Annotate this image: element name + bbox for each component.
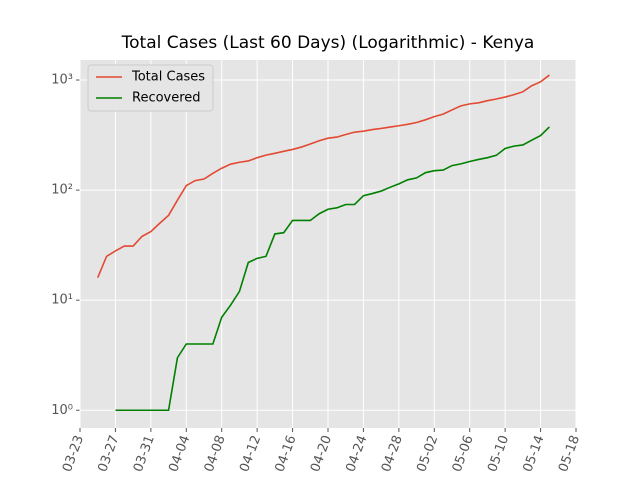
- y-tick-label: 10¹: [51, 293, 73, 308]
- x-tick-label: 04-24: [343, 433, 370, 474]
- legend-label: Total Cases: [131, 70, 205, 85]
- x-tick-label: 03-23: [60, 433, 87, 474]
- series-line: [115, 126, 550, 412]
- series-line: [96, 74, 550, 279]
- x-tick-label: 03-27: [95, 433, 122, 474]
- x-tick-label: 04-12: [237, 433, 264, 474]
- chart-title: Total Cases (Last 60 Days) (Logarithmic)…: [121, 33, 535, 53]
- y-tick-label: 10⁰: [51, 403, 73, 418]
- x-tick-label: 03-31: [131, 433, 158, 474]
- x-tick-label: 05-14: [521, 433, 548, 474]
- x-tick-label: 05-06: [450, 433, 477, 474]
- x-tick-label: 05-10: [485, 433, 512, 474]
- y-tick-label: 10²: [51, 183, 73, 198]
- x-tick-label: 04-04: [166, 433, 193, 474]
- y-tick-label: 10³: [51, 73, 73, 88]
- legend-label: Recovered: [132, 91, 201, 106]
- x-tick-label: 04-08: [202, 433, 229, 474]
- x-tick-label: 04-20: [308, 433, 335, 474]
- x-tick-label: 04-28: [379, 433, 406, 474]
- x-tick-label: 04-16: [273, 433, 300, 474]
- x-tick-label: 05-02: [414, 433, 441, 474]
- x-tick-label: 05-18: [556, 433, 583, 474]
